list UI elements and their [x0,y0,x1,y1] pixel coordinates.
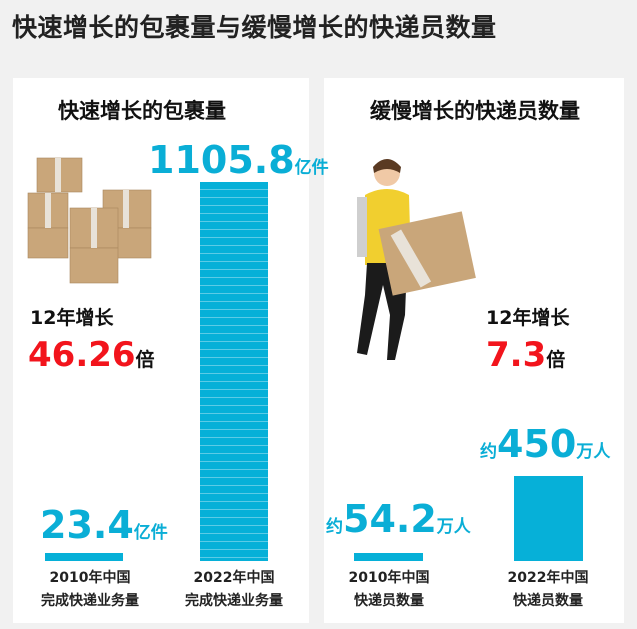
value-prefix: 约 [480,442,497,462]
parcel-boxes-icon [27,157,152,284]
category-line: 完成快递业务量 [185,593,283,609]
category-line: 完成快递业务量 [41,593,139,609]
chart0-category-label-0: 2010年中国 完成快递业务量 [30,567,150,613]
category-line: 2022年中国 [193,570,275,586]
chart1-category-label-0: 2010年中国 快递员数量 [329,567,449,613]
chart1-category-label-1: 2022年中国 快递员数量 [488,567,608,613]
chart0-bar-0 [45,552,123,561]
category-line: 2022年中国 [507,570,589,586]
category-line: 2010年中国 [348,570,430,586]
left-growth-label: 12年增长 [30,307,114,329]
left-panel-title: 快速增长的包裹量 [58,99,226,123]
right-growth-value: 7.3 [486,335,547,375]
left-growth-multiplier: 46.26倍 [28,335,155,375]
right-panel-title: 缓慢增长的快递员数量 [370,99,580,123]
value-unit: 万人 [436,517,471,537]
right-growth-label: 12年增长 [486,307,570,329]
chart0-bar-1 [200,182,268,561]
chart1-value-label-0: 约54.2万人 [326,497,471,541]
right-growth-multiplier: 7.3倍 [486,335,565,375]
value-unit: 亿件 [294,158,329,178]
chart1-bar-0 [354,553,423,561]
page-title: 快速增长的包裹量与缓慢增长的快递员数量 [12,13,497,42]
category-line: 快递员数量 [354,593,424,609]
chart0-value-label-1: 1105.8亿件 [148,138,329,182]
value-number: 23.4 [40,503,134,547]
value-number: 1105.8 [148,138,295,182]
courier-carrying-box-icon [357,159,476,360]
value-prefix: 约 [326,517,343,537]
value-unit: 亿件 [133,523,168,543]
chart1-bar-1 [514,476,583,561]
value-unit: 万人 [576,442,611,462]
chart0-value-label-0: 23.4亿件 [40,503,168,547]
chart1-value-label-1: 约450万人 [480,422,610,466]
chart0-category-label-1: 2022年中国 完成快递业务量 [174,567,294,613]
right-growth-unit: 倍 [546,349,566,371]
value-number: 450 [497,422,577,466]
category-line: 快递员数量 [513,593,583,609]
left-growth-unit: 倍 [135,349,155,371]
left-growth-value: 46.26 [28,335,136,375]
category-line: 2010年中国 [49,570,131,586]
value-number: 54.2 [343,497,437,541]
